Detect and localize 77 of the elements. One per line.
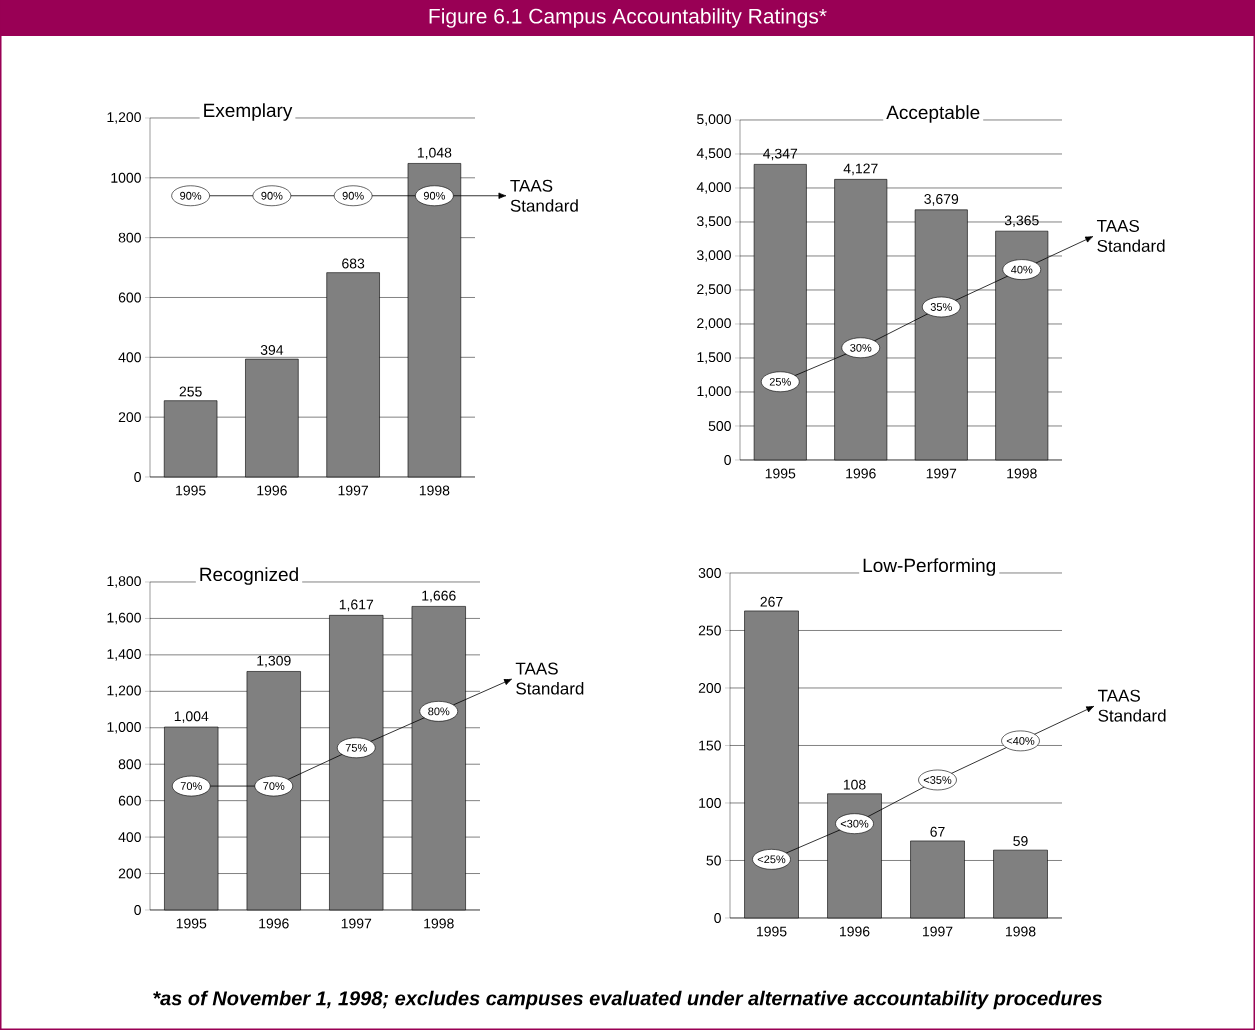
data-label: 1,309 (257, 655, 291, 668)
y-tick-label: 1,200 (107, 112, 141, 124)
y-tick-label: 800 (118, 232, 141, 243)
data-label: 4,127 (843, 163, 878, 176)
y-tick-label: 200 (118, 412, 141, 423)
data-label: 4,347 (763, 148, 798, 161)
data-label: 1,666 (422, 590, 456, 603)
y-tick-label: 4,500 (696, 148, 731, 160)
y-tick-label: 2,000 (697, 318, 731, 330)
x-tick-label: 1996 (840, 926, 870, 937)
y-tick-label: 1000 (111, 172, 141, 183)
y-tick-label: 3,500 (696, 216, 731, 228)
y-tick-label: 1,400 (107, 649, 141, 661)
data-label: 1,617 (339, 599, 374, 612)
data-label: 683 (342, 258, 365, 269)
y-tick-label: 1,800 (107, 576, 141, 588)
x-tick-label: 1997 (341, 918, 372, 929)
chart-title: Low-Performing (863, 558, 996, 576)
legend-label: TAAS Standard (1096, 219, 1165, 252)
y-tick-label: 2,500 (697, 284, 731, 296)
data-label: 67 (930, 826, 945, 837)
y-tick-label: 800 (118, 759, 141, 770)
y-tick-label: 4,000 (696, 182, 731, 194)
x-tick-label: 1997 (338, 485, 368, 496)
data-label: 1,048 (417, 147, 452, 160)
x-tick-label: 1995 (176, 485, 206, 496)
x-tick-label: 1997 (926, 468, 957, 479)
legend-label: TAAS Standard (515, 662, 584, 695)
x-tick-label: 1998 (424, 918, 454, 929)
y-tick-label: 400 (118, 832, 141, 843)
x-tick-label: 1998 (1007, 468, 1037, 479)
data-label: 59 (1013, 836, 1028, 846)
y-tick-label: 400 (118, 352, 141, 363)
chart-title: Acceptable (886, 105, 980, 123)
x-tick-label: 1998 (1006, 926, 1036, 937)
y-tick-label: 0 (714, 913, 721, 923)
y-tick-label: 600 (118, 292, 141, 303)
data-label: 3,365 (1004, 215, 1039, 227)
y-tick-label: 500 (708, 421, 731, 431)
y-tick-label: 1,000 (697, 386, 731, 398)
y-tick-label: 1,200 (107, 685, 141, 698)
y-tick-label: 150 (699, 740, 721, 751)
y-tick-label: 50 (706, 855, 721, 866)
text: Figure 6.1 Campus Accountability Ratings* (429, 8, 827, 28)
y-tick-label: 1,600 (107, 612, 141, 625)
x-tick-label: 1995 (757, 926, 787, 937)
y-tick-label: 0 (724, 455, 731, 465)
y-tick-label: 200 (118, 868, 141, 879)
data-label: 1,004 (174, 711, 209, 723)
y-tick-label: 5,000 (697, 114, 731, 126)
y-tick-label: 0 (134, 905, 141, 915)
y-tick-label: 300 (698, 568, 721, 578)
data-label: 394 (260, 345, 284, 355)
y-tick-label: 200 (698, 683, 721, 693)
y-tick-label: 100 (699, 798, 721, 808)
y-tick-label: 0 (134, 472, 141, 482)
data-label: 108 (843, 779, 866, 790)
y-tick-label: 250 (698, 625, 721, 636)
y-tick-label: 3,000 (696, 250, 731, 262)
x-tick-label: 1998 (419, 485, 450, 496)
legend-label: TAAS Standard (1097, 689, 1166, 722)
data-label: 267 (760, 596, 783, 607)
x-tick-label: 1995 (765, 468, 796, 479)
x-tick-label: 1997 (923, 926, 953, 937)
y-tick-label: 1,000 (107, 721, 141, 734)
x-tick-label: 1995 (176, 918, 207, 929)
legend-label: TAAS Standard (510, 179, 578, 212)
x-tick-label: 1996 (846, 468, 876, 479)
y-tick-label: 600 (118, 795, 141, 806)
chart-title: Exemplary (204, 103, 293, 121)
x-tick-label: 1996 (259, 918, 289, 929)
chart-title: Recognized (200, 567, 298, 585)
x-tick-label: 1996 (257, 485, 287, 496)
data-label: 3,679 (924, 194, 959, 206)
text: *as of November 1, 1998; excludes campuses evaluated under alternative accountability procedures (153, 990, 1102, 1010)
y-tick-label: 1,500 (697, 352, 731, 364)
data-label: 255 (179, 386, 202, 397)
